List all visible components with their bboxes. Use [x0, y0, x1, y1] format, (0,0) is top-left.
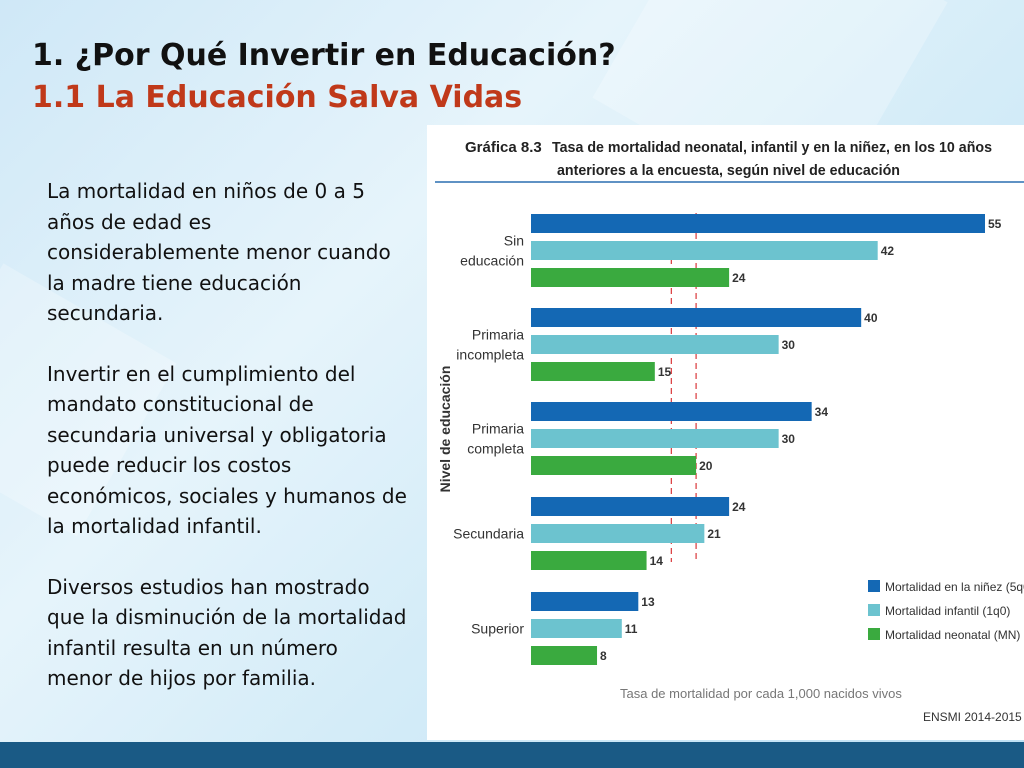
- data-label: 14: [650, 554, 664, 568]
- paragraph-3: Diversos estudios han mostrado que la di…: [47, 574, 407, 691]
- data-label: 30: [782, 432, 796, 446]
- data-label: 24: [732, 271, 746, 285]
- data-label: 55: [988, 217, 1002, 231]
- bar: [531, 592, 639, 611]
- data-label: 13: [641, 595, 655, 609]
- data-label: 30: [782, 338, 796, 352]
- bar: [531, 497, 730, 516]
- chart-title-line1: Tasa de mortalidad neonatal, infantil y …: [552, 139, 992, 156]
- paragraph-2: Invertir en el cumplimiento del mandato …: [47, 361, 407, 539]
- bar: [531, 214, 985, 233]
- data-label: 42: [881, 244, 895, 258]
- bar: [531, 362, 655, 381]
- data-label: 8: [600, 649, 607, 663]
- data-label: 15: [658, 365, 672, 379]
- category-label: Sin: [504, 233, 524, 249]
- chart-label: Gráfica 8.3: [465, 139, 542, 156]
- data-label: 11: [625, 622, 638, 636]
- bar: [531, 551, 647, 570]
- slide-subtitle: 1.1 La Educación Salva Vidas: [32, 80, 523, 115]
- data-label: 34: [815, 405, 829, 419]
- data-label: 24: [732, 500, 746, 514]
- category-label: Primaria: [472, 327, 524, 343]
- category-label: incompleta: [456, 347, 524, 363]
- bar: [531, 456, 697, 475]
- legend-swatch: [868, 580, 880, 592]
- bar: [531, 402, 812, 421]
- legend-swatch: [868, 628, 880, 640]
- body-text: La mortalidad en niños de 0 a 5 años de …: [47, 176, 407, 724]
- bar: [531, 429, 779, 448]
- category-label: completa: [467, 441, 524, 457]
- bottom-bar: [0, 742, 1024, 768]
- data-label: 20: [699, 459, 713, 473]
- chart-source: ENSMI 2014-2015: [923, 710, 1022, 724]
- chart-title-line2: anteriores a la encuesta, según nivel de…: [557, 162, 900, 179]
- category-label: Primaria: [472, 421, 524, 437]
- chart-panel: Gráfica 8.3 Tasa de mortalidad neonatal, …: [427, 125, 1024, 740]
- bar: [531, 619, 622, 638]
- bar: [531, 268, 730, 287]
- category-label: educación: [460, 253, 524, 269]
- legend-label: Mortalidad en la niñez (5q0): [885, 580, 1024, 594]
- bar: [531, 335, 779, 354]
- bar: [531, 646, 598, 665]
- category-label: Superior: [471, 621, 524, 637]
- x-axis-label: Tasa de mortalidad por cada 1,000 nacido…: [620, 686, 902, 701]
- data-label: 21: [707, 527, 721, 541]
- legend-label: Mortalidad neonatal (MN): [885, 628, 1020, 642]
- bar: [531, 241, 878, 260]
- mortality-chart: Gráfica 8.3 Tasa de mortalidad neonatal, …: [435, 139, 1024, 724]
- bar: [531, 524, 705, 543]
- data-label: 40: [864, 311, 878, 325]
- slide-title: 1. ¿Por Qué Invertir en Educación?: [32, 38, 616, 73]
- y-axis-label: Nivel de educación: [437, 366, 453, 493]
- legend-swatch: [868, 604, 880, 616]
- legend-label: Mortalidad infantil (1q0): [885, 604, 1010, 618]
- bar: [531, 308, 862, 327]
- category-label: Secundaria: [453, 526, 524, 542]
- paragraph-1: La mortalidad en niños de 0 a 5 años de …: [47, 179, 391, 325]
